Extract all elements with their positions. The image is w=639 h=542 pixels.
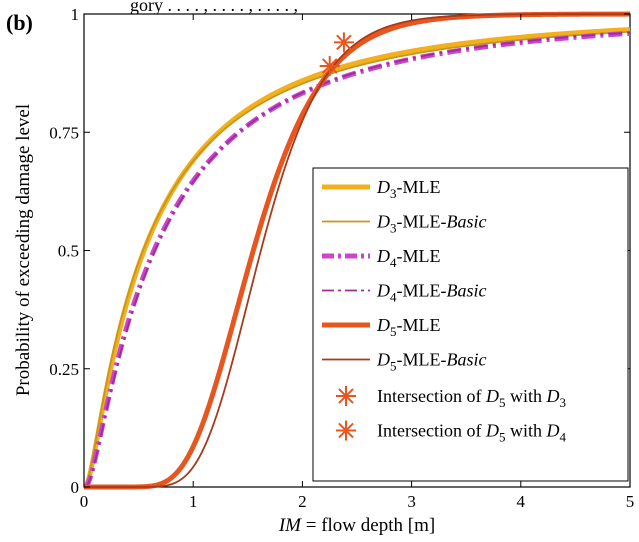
x-tick-label: 3 <box>407 492 416 511</box>
x-axis-label-italic: IM <box>278 515 302 536</box>
x-axis-label: IM = flow depth [m] <box>278 515 435 536</box>
legend-label-4: D5-MLE <box>376 315 441 339</box>
ticks-group: 0 1 2 3 4 5 0 0.25 0.5 0.75 1 <box>49 5 634 511</box>
legend-marker-0 <box>336 386 356 406</box>
y-axis-label: Probability of exceeding damage level <box>13 104 34 396</box>
markers-group <box>319 32 354 77</box>
legend-label-1: D3-MLE-Basic <box>376 212 486 236</box>
legend-label-0: D3-MLE <box>376 177 441 201</box>
intersection-marker-1 <box>319 56 340 77</box>
legend-label-3: D4-MLE-Basic <box>376 281 486 305</box>
x-tick-label: 4 <box>517 492 526 511</box>
legend-marker-1 <box>336 420 356 441</box>
x-axis-label-rest: = flow depth [m] <box>301 515 435 536</box>
header-text: gory . . . . , . . . . , . . . . , <box>130 0 298 15</box>
y-tick-label: 0.25 <box>49 360 79 379</box>
x-tick-label: 0 <box>80 492 89 511</box>
x-tick-label: 2 <box>298 492 307 511</box>
y-tick-label: 0.5 <box>58 242 79 261</box>
legend-marker-label-0: Intersection of D5 with D3 <box>377 386 566 410</box>
legend-label-5: D5-MLE-Basic <box>376 350 486 374</box>
series-line-5 <box>84 13 630 488</box>
x-tick-label: 5 <box>626 492 635 511</box>
y-tick-label: 1 <box>71 5 80 24</box>
x-tick-label: 1 <box>189 492 198 511</box>
series-line-3 <box>83 31 631 488</box>
legend: D3-MLE D3-MLE-Basic D4-MLE D4-MLE-Basic D5-M… <box>312 167 629 482</box>
legend-label-2: D4-MLE <box>376 246 441 270</box>
legend-marker-label-1: Intersection of D5 with D4 <box>377 421 566 445</box>
panel-label: (b) <box>6 10 33 35</box>
y-tick-label: 0.75 <box>49 123 79 142</box>
intersection-marker-0 <box>333 32 354 53</box>
curves-group <box>82 11 632 490</box>
y-tick-label: 0 <box>71 478 80 497</box>
